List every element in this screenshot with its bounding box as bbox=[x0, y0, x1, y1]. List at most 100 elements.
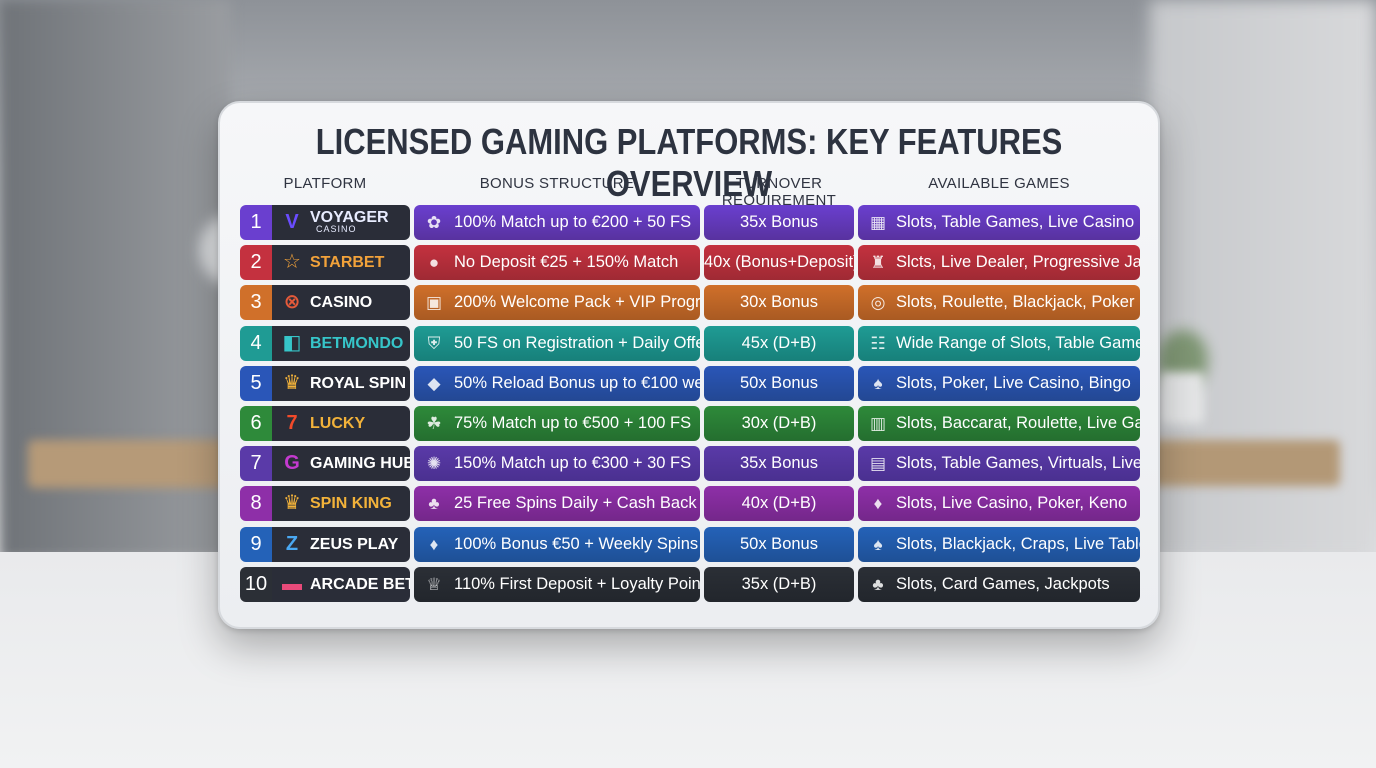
platform-name: STARBET bbox=[310, 254, 385, 272]
rank-number: 9 bbox=[240, 526, 272, 562]
available-games-text: Slots, Table Games, Virtuals, Live bbox=[896, 454, 1140, 473]
crown-icon: ♛ bbox=[283, 492, 301, 515]
bonus-structure-cell: ▣ 200% Welcome Pack + VIP Program bbox=[414, 285, 700, 321]
platform-brand[interactable]: G GAMING HUB bbox=[272, 446, 410, 482]
available-games-text: Slots, Roulette, Blackjack, Poker bbox=[896, 293, 1135, 312]
bonus-structure-text: No Deposit €25 + 150% Match bbox=[454, 253, 679, 272]
rank-number: 1 bbox=[240, 205, 272, 240]
available-games-text: Slots, Live Casino, Poker, Keno bbox=[896, 494, 1128, 513]
platform-name: ROYAL SPIN bbox=[310, 374, 407, 392]
available-games-cell: ♜ Slcts, Live Dealer, Progressive Jackpo… bbox=[858, 245, 1140, 281]
available-games-cell: ♣ Slots, Card Games, Jackpots bbox=[858, 566, 1140, 602]
shield-icon: ⛨ bbox=[427, 333, 441, 353]
playing-cards-icon: ♦ bbox=[873, 494, 883, 514]
available-games-cell: ◎ Slots, Roulette, Blackjack, Poker bbox=[858, 285, 1140, 321]
piggy-bank-icon: ● bbox=[428, 253, 440, 273]
available-games-cell: ♦ Slots, Live Casino, Poker, Keno bbox=[858, 486, 1140, 522]
platform-name: ARCADE BET bbox=[310, 575, 410, 593]
treasure-chest-icon: ▣ bbox=[425, 293, 443, 313]
bonus-structure-text: 50% Reload Bonus up to €100 weekly bbox=[454, 373, 700, 392]
platform-name: CASINO bbox=[310, 294, 373, 312]
roulette-icon: ◎ bbox=[870, 293, 886, 313]
background-desk-right bbox=[1140, 440, 1340, 486]
bonus-structure-text: 100% Bonus €50 + Weekly Spins bbox=[454, 534, 699, 553]
bonus-structure-text: 110% First Deposit + Loyalty Points bbox=[454, 574, 700, 593]
bonus-structure-cell: ☘ 75% Match up to €500 + 100 FS bbox=[414, 406, 700, 441]
dice-icon: ♣ bbox=[428, 494, 440, 514]
bonus-structure-cell: ♦ 100% Bonus €50 + Weekly Spins bbox=[414, 526, 700, 562]
platform-brand[interactable]: ◧ BETMONDO bbox=[272, 325, 410, 361]
available-games-text: Slots, Baccarat, Roulette, Live Games bbox=[896, 414, 1140, 432]
playing-cards-icon: ♣ bbox=[872, 574, 884, 594]
betmondo-logo-icon: ◧ bbox=[282, 331, 302, 354]
available-games-text: Slots, Card Games, Jackpots bbox=[896, 574, 1110, 593]
background-plant-pot bbox=[1160, 372, 1204, 424]
available-games-text: Slots, Blackjack, Craps, Live Tables bbox=[896, 534, 1140, 553]
available-games-text: Wide Range of Slots, Table Games bbox=[896, 333, 1140, 352]
bonus-structure-cell: ◆ 50% Reload Bonus up to €100 weekly bbox=[414, 365, 700, 401]
platform-brand[interactable]: ♛ SPIN KING bbox=[272, 486, 410, 522]
platform-name: BETMONDO bbox=[310, 334, 404, 352]
rank-number: 6 bbox=[240, 406, 272, 441]
rank-number: 4 bbox=[240, 325, 272, 361]
turnover-requirement-cell: 50x Bonus bbox=[704, 526, 854, 562]
available-games-cell: ♠ Slots, Blackjack, Craps, Live Tables bbox=[858, 526, 1140, 562]
bonus-structure-text: 150% Match up to €300 + 30 FS bbox=[454, 454, 692, 473]
turnover-requirement-cell: 45x (D+B) bbox=[704, 325, 854, 361]
platform-brand[interactable]: ♛ ROYAL SPIN bbox=[272, 365, 410, 401]
overview-card: LICENSED GAMING PLATFORMS: KEY FEATURES … bbox=[218, 101, 1160, 629]
bonus-structure-text: 75% Match up to €500 + 100 FS bbox=[454, 414, 692, 432]
rank-number: 2 bbox=[240, 245, 272, 281]
platform-brand[interactable]: ☆ STARBET bbox=[272, 245, 410, 281]
card-title: LICENSED GAMING PLATFORMS: KEY FEATURES … bbox=[315, 121, 1063, 204]
turnover-requirement-cell: 35x Bonus bbox=[704, 205, 854, 240]
arcade-controller-icon: ▬ bbox=[282, 572, 302, 595]
platform-brand[interactable]: ▬ ARCADE BET bbox=[272, 566, 410, 602]
slot-machine-icon: ▤ bbox=[869, 454, 887, 474]
platform-brand[interactable]: 7 LUCKY bbox=[272, 406, 410, 441]
platform-brand[interactable]: Z ZEUS PLAY bbox=[272, 526, 410, 562]
chip-icon: ✿ bbox=[426, 213, 442, 232]
header-turnover-requirement: TURNOVER REQUIREMENT bbox=[721, 175, 837, 209]
bonus-structure-cell: ✺ 150% Match up to €300 + 30 FS bbox=[414, 446, 700, 482]
turnover-requirement-cell: 30x (D+B) bbox=[704, 406, 854, 441]
zeus-bolt-icon: Z bbox=[285, 532, 299, 555]
casino-x-logo-icon: ⊗ bbox=[283, 291, 301, 314]
lucky-seven-icon: 7 bbox=[286, 412, 298, 434]
playing-cards-icon: ♠ bbox=[873, 373, 883, 393]
available-games-text: Slots, Poker, Live Casino, Bingo bbox=[896, 373, 1131, 392]
bonus-structure-text: 25 Free Spins Daily + Cash Back bbox=[454, 494, 697, 513]
chips-stack-icon: ☷ bbox=[870, 333, 886, 353]
platform-brand[interactable]: ⊗ CASINO bbox=[272, 285, 410, 321]
gift-box-icon: ◆ bbox=[427, 373, 441, 393]
available-games-cell: ▤ Slots, Table Games, Virtuals, Live bbox=[858, 446, 1140, 482]
turnover-requirement-cell: 50x Bonus bbox=[704, 365, 854, 401]
bonus-structure-cell: ⛨ 50 FS on Registration + Daily Offers bbox=[414, 325, 700, 361]
available-games-text: Slots, Table Games, Live Casino bbox=[896, 213, 1135, 231]
platform-name: VOYAGER bbox=[310, 209, 389, 226]
platform-brand[interactable]: V VOYAGER CASINO bbox=[272, 205, 410, 240]
available-games-cell: ♠ Slots, Poker, Live Casino, Bingo bbox=[858, 365, 1140, 401]
available-games-cell: ☷ Wide Range of Slots, Table Games bbox=[858, 325, 1140, 361]
star-icon: ☆ bbox=[283, 251, 301, 274]
bonus-structure-text: 50 FS on Registration + Daily Offers bbox=[454, 333, 700, 352]
bonus-structure-cell: ● No Deposit €25 + 150% Match bbox=[414, 245, 700, 281]
available-games-cell: ▥ Slots, Baccarat, Roulette, Live Games bbox=[858, 406, 1140, 441]
rank-number: 3 bbox=[240, 285, 272, 321]
background-desk-left bbox=[28, 440, 238, 488]
available-games-text: Slcts, Live Dealer, Progressive Jackpots bbox=[896, 253, 1140, 272]
turnover-requirement-cell: 35x Bonus bbox=[704, 446, 854, 482]
gaming-hub-logo-icon: G bbox=[284, 452, 300, 475]
playing-cards-icon: ♠ bbox=[873, 534, 883, 554]
bonus-structure-cell: ✿ 100% Match up to €200 + 50 FS bbox=[414, 205, 700, 240]
platform-name: SPIN KING bbox=[310, 495, 392, 513]
bonus-structure-cell: ♣ 25 Free Spins Daily + Cash Back bbox=[414, 486, 700, 522]
bonus-structure-cell: ♕ 110% First Deposit + Loyalty Points bbox=[414, 566, 700, 602]
platform-name: GAMING HUB bbox=[310, 455, 410, 473]
header-platform: PLATFORM bbox=[283, 175, 367, 192]
header-available-games: AVAILABLE GAMES bbox=[928, 175, 1070, 192]
bonus-structure-text: 200% Welcome Pack + VIP Program bbox=[454, 293, 700, 312]
slot-reels-icon: ▥ bbox=[869, 414, 887, 433]
rank-number: 10 bbox=[240, 566, 272, 602]
dealer-icon: ♜ bbox=[870, 253, 886, 273]
